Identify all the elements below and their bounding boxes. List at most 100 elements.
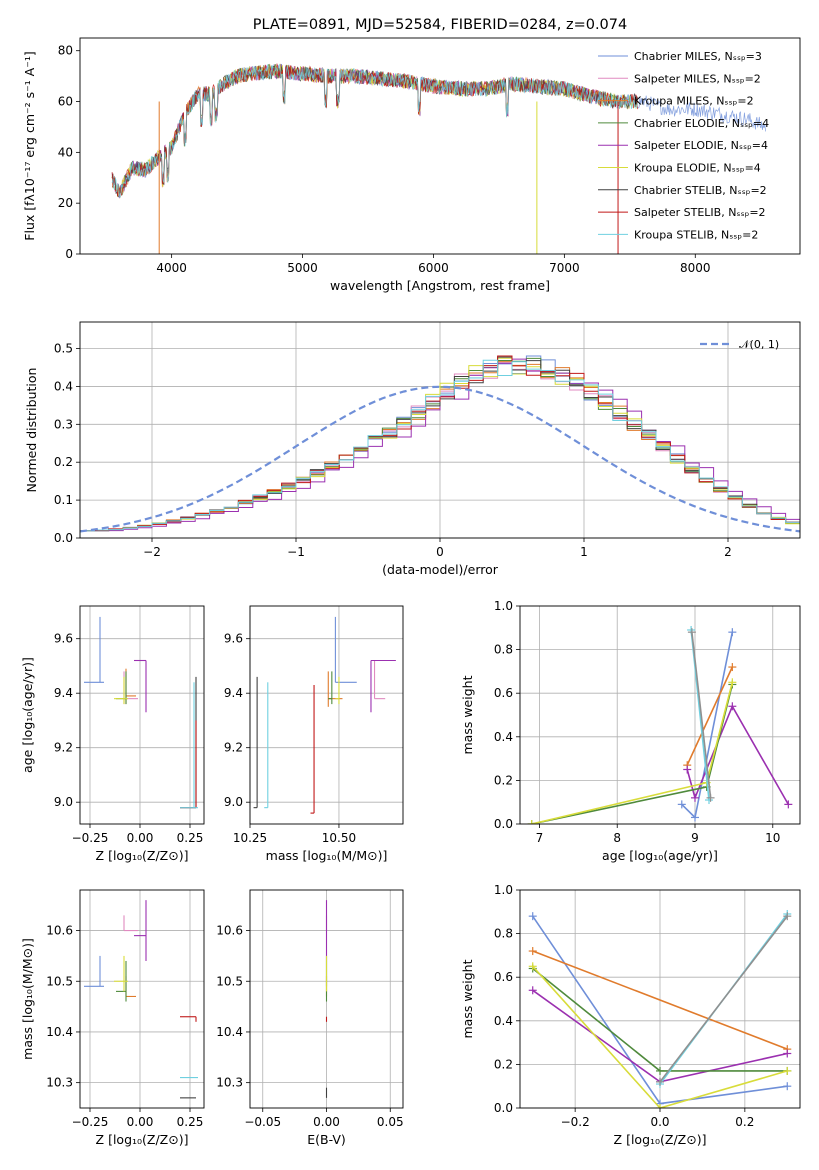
legend-label: Kroupa STELIB, Nₛₛₚ=2 (634, 228, 758, 241)
legend: Chabrier MILES, Nₛₛₚ=3 Salpeter MILES, Nₛ… (598, 50, 769, 241)
y-tick-label: 10.3 (46, 1076, 73, 1090)
y-tick-label: 0.8 (494, 643, 513, 657)
x-tick-label: 5000 (287, 261, 318, 275)
y-tick-label: 0.6 (494, 970, 513, 984)
x-axis-label: E(B-V) (307, 1132, 346, 1147)
plot-area (111, 63, 766, 254)
y-tick-label: 10.4 (216, 1025, 243, 1039)
weight-line (532, 950, 788, 1050)
y-tick-label: 0.2 (494, 1057, 513, 1071)
y-tick-label: 9.2 (54, 741, 73, 755)
x-tick-label: 1 (580, 545, 588, 559)
y-tick-label: 0 (65, 247, 73, 261)
axes-frame (519, 605, 801, 825)
figure-title: PLATE=0891, MJD=52584, FIBERID=0284, z=0… (253, 17, 627, 33)
y-tick-label: 0.1 (54, 493, 73, 507)
legend-label: Salpeter ELODIE, Nₛₛₚ=4 (634, 139, 768, 152)
panel-mass-vs-Z: −0.25 0.00 0.25 10.3 10.4 10.5 10.6 Z [log₁₀(Z/… (20, 889, 205, 1147)
axes-frame (519, 889, 801, 1109)
panel-age-vs-Z: −0.25 0.00 0.25 9.0 9.2 9.4 9.6 Z [log₁₀(Z/Z⊙)]… (20, 605, 205, 863)
x-tick-label: −0.2 (561, 1115, 590, 1129)
spectrum-line (111, 63, 638, 199)
y-tick-label: 1.0 (494, 883, 513, 897)
plot-area (527, 625, 793, 824)
panel-weight-vs-Z: −0.2 0.0 0.2 0.0 0.2 0.4 0.6 0.8 1.0 Z [log₁₀(Z/Z… (460, 883, 801, 1147)
x-tick-label: 0.00 (313, 1115, 340, 1129)
y-tick-label: 0.5 (54, 342, 73, 356)
x-tick-label: 8 (613, 831, 621, 845)
x-axis-label: (data-model)/error (382, 562, 499, 577)
x-tick-label: −0.25 (72, 1115, 109, 1129)
x-tick-label: 8000 (680, 261, 711, 275)
y-tick-label: 0.0 (54, 531, 73, 545)
x-tick-label: −0.05 (244, 1115, 281, 1129)
plot-area (84, 616, 198, 809)
x-axis-label: age [log₁₀(age/yr)] (602, 848, 718, 863)
x-tick-label: 0.00 (127, 1115, 154, 1129)
x-tick-label: 7000 (549, 261, 580, 275)
y-tick-label: 9.4 (224, 686, 243, 700)
x-tick-label: 0.00 (127, 831, 154, 845)
y-axis-label: age [log₁₀(age/yr)] (20, 657, 35, 773)
x-tick-label: 10.25 (233, 831, 267, 845)
y-axis-label: mass weight (460, 675, 475, 754)
axes-frame (249, 889, 404, 1109)
normal-curve (80, 385, 800, 533)
y-tick-label: 9.6 (224, 632, 243, 646)
y-tick-label: 10.3 (216, 1076, 243, 1090)
legend-label: Kroupa MILES, Nₛₛₚ=2 (634, 95, 754, 108)
axes-frame (79, 605, 205, 825)
legend: 𝒩(0, 1) (700, 338, 779, 351)
histogram-step (80, 359, 800, 538)
y-tick-label: 10.4 (46, 1025, 73, 1039)
x-tick-label: 0.05 (377, 1115, 404, 1129)
x-tick-label: 10.50 (322, 831, 356, 845)
plot-area (528, 909, 792, 1108)
legend-label: Kroupa ELODIE, Nₛₛₚ=4 (634, 162, 761, 175)
x-tick-label: 7 (536, 831, 544, 845)
y-tick-label: 0.4 (54, 379, 73, 393)
legend-label: Chabrier MILES, Nₛₛₚ=3 (634, 50, 762, 63)
weight-line (686, 704, 789, 805)
panel-age-vs-mass: 10.25 10.50 9.0 9.2 9.4 9.6 mass [log₁₀(M/M⊙)] (224, 605, 404, 863)
y-tick-label: 0.2 (54, 455, 73, 469)
x-tick-label: −0.25 (72, 831, 109, 845)
y-tick-label: 9.2 (224, 741, 243, 755)
y-tick-label: 80 (58, 44, 73, 58)
y-tick-label: 10.5 (46, 974, 73, 988)
x-tick-label: 9 (691, 831, 699, 845)
x-tick-label: −2 (143, 545, 161, 559)
x-axis-label: Z [log₁₀(Z/Z⊙)] (96, 848, 189, 863)
y-tick-label: 40 (58, 145, 73, 159)
legend-label: Chabrier ELODIE, Nₛₛₚ=4 (634, 117, 769, 130)
x-tick-label: 2 (724, 545, 732, 559)
legend-label: Salpeter STELIB, Nₛₛₚ=2 (634, 206, 766, 219)
x-tick-label: 0.25 (177, 1115, 204, 1129)
y-tick-label: 60 (58, 95, 73, 109)
y-tick-label: 0.2 (494, 773, 513, 787)
x-tick-label: 10 (765, 831, 780, 845)
y-tick-label: 9.0 (224, 795, 243, 809)
y-tick-label: 0.4 (494, 730, 513, 744)
weight-line (531, 684, 734, 824)
y-tick-label: 9.4 (54, 686, 73, 700)
y-axis-label: mass [log₁₀(M/M⊙)] (20, 938, 35, 1060)
weight-line (686, 666, 734, 766)
legend-label: 𝒩(0, 1) (739, 338, 779, 351)
x-tick-label: 0.25 (177, 831, 204, 845)
plot-area (80, 355, 800, 538)
x-tick-label: 6000 (418, 261, 449, 275)
weight-line (659, 915, 788, 1083)
plot-area (84, 900, 198, 1099)
y-tick-label: 20 (58, 196, 73, 210)
y-tick-label: 10.5 (216, 974, 243, 988)
y-tick-label: 9.0 (54, 795, 73, 809)
x-tick-label: 0.0 (650, 1115, 669, 1129)
axes-frame (79, 37, 801, 255)
panel-weight-vs-age: 7 8 9 10 0.0 0.2 0.4 0.6 0.8 1.0 age [log₁₀(age/yr… (460, 599, 801, 863)
legend-label: Chabrier STELIB, Nₛₛₚ=2 (634, 184, 767, 197)
y-tick-label: 0.8 (494, 927, 513, 941)
y-tick-label: 0.3 (54, 417, 73, 431)
y-tick-label: 0.4 (494, 1014, 513, 1028)
